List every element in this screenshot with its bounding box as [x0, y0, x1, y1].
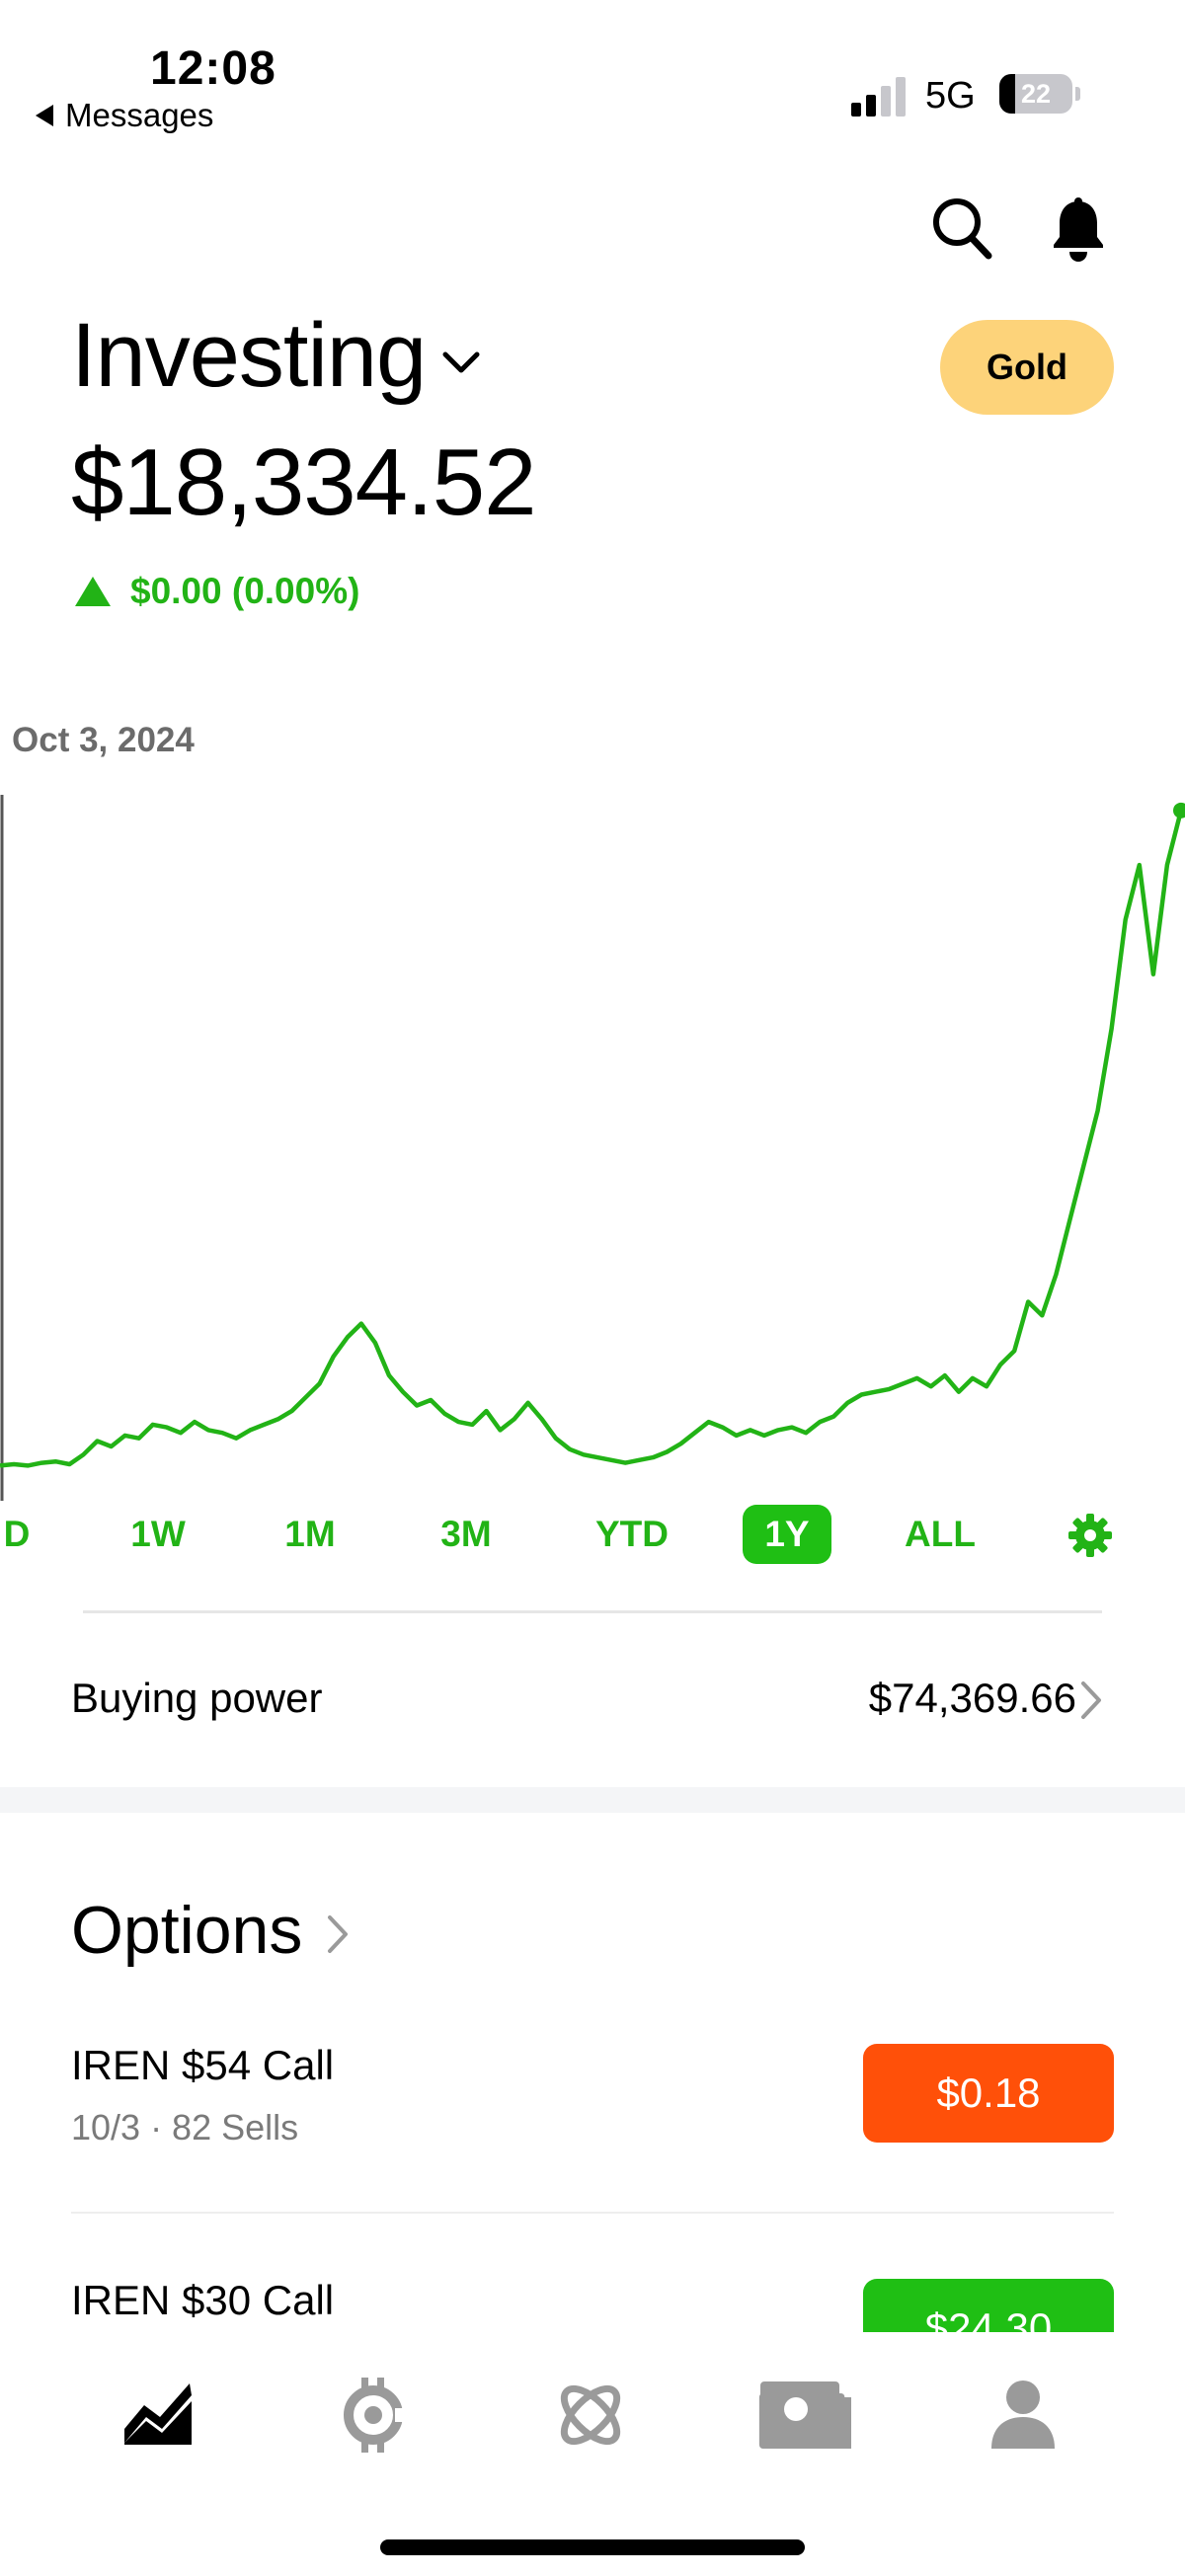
crypto-icon[interactable]	[336, 2376, 415, 2455]
buying-power-row[interactable]: Buying power $74,369.66	[0, 1639, 1185, 1767]
buying-power-value: $74,369.66	[868, 1675, 1076, 1721]
back-to-messages[interactable]: Messages	[36, 97, 213, 134]
range-tab-1m[interactable]: 1M	[284, 1514, 336, 1554]
status-time: 12:08	[150, 42, 276, 95]
option-name: IREN $54 Call	[71, 2042, 335, 2088]
range-tab-d[interactable]: D	[3, 1514, 31, 1554]
option-row[interactable]: IREN $54 Call 10/3 · 82 Sells $0.18	[0, 2042, 1185, 2239]
portfolio-value: $18,334.52	[71, 429, 536, 535]
option-name: IREN $30 Call	[71, 2277, 335, 2323]
bell-icon[interactable]	[1051, 197, 1106, 263]
tab-bar	[0, 2332, 1185, 2576]
chart-date-label: Oct 3, 2024	[12, 721, 195, 759]
account-icon[interactable]	[984, 2376, 1063, 2455]
section-separator	[0, 1787, 1185, 1813]
gear-icon[interactable]	[1068, 1514, 1112, 1557]
chart-series-line	[0, 810, 1184, 1468]
back-label: Messages	[65, 97, 214, 133]
chevron-right-icon	[328, 1915, 349, 1953]
chevron-right-icon	[1081, 1681, 1101, 1719]
portfolio-chart[interactable]	[0, 780, 1185, 1511]
options-title: Options	[71, 1893, 303, 1968]
cellular-signal-icon	[851, 77, 906, 117]
range-tab-1w[interactable]: 1W	[130, 1514, 186, 1554]
home-indicator	[380, 2539, 805, 2555]
option-meta: 10/3 · 82 Sells	[71, 2107, 299, 2147]
buying-power-label: Buying power	[71, 1675, 323, 1721]
chart-end-dot	[1173, 802, 1185, 819]
divider	[71, 2212, 1114, 2214]
chevron-down-icon	[442, 351, 480, 372]
range-tab-1y[interactable]: 1Y	[743, 1505, 831, 1564]
range-tab-3m[interactable]: 3M	[440, 1514, 492, 1554]
search-icon[interactable]	[930, 195, 993, 261]
investing-chart-icon[interactable]	[118, 2376, 198, 2455]
up-triangle-icon	[75, 577, 111, 606]
battery-fill	[999, 74, 1016, 114]
discover-icon[interactable]	[551, 2376, 630, 2455]
account-switcher[interactable]: Investing	[71, 304, 481, 408]
cash-icon[interactable]	[758, 2376, 853, 2455]
option-price-button[interactable]: $0.18	[863, 2044, 1114, 2143]
page-title: Investing	[71, 305, 427, 406]
back-arrow-icon	[36, 105, 53, 126]
battery-level: 22	[1020, 79, 1052, 109]
range-tab-all[interactable]: ALL	[905, 1514, 976, 1554]
battery-icon: 22	[999, 74, 1080, 116]
portfolio-change: $0.00 (0.00%)	[75, 571, 359, 612]
divider	[83, 1610, 1102, 1613]
options-header[interactable]: Options	[71, 1892, 350, 1969]
network-type: 5G	[925, 75, 976, 117]
portfolio-change-text: $0.00 (0.00%)	[130, 571, 360, 611]
gold-button[interactable]: Gold	[940, 320, 1114, 415]
range-tab-ytd[interactable]: YTD	[595, 1514, 669, 1554]
